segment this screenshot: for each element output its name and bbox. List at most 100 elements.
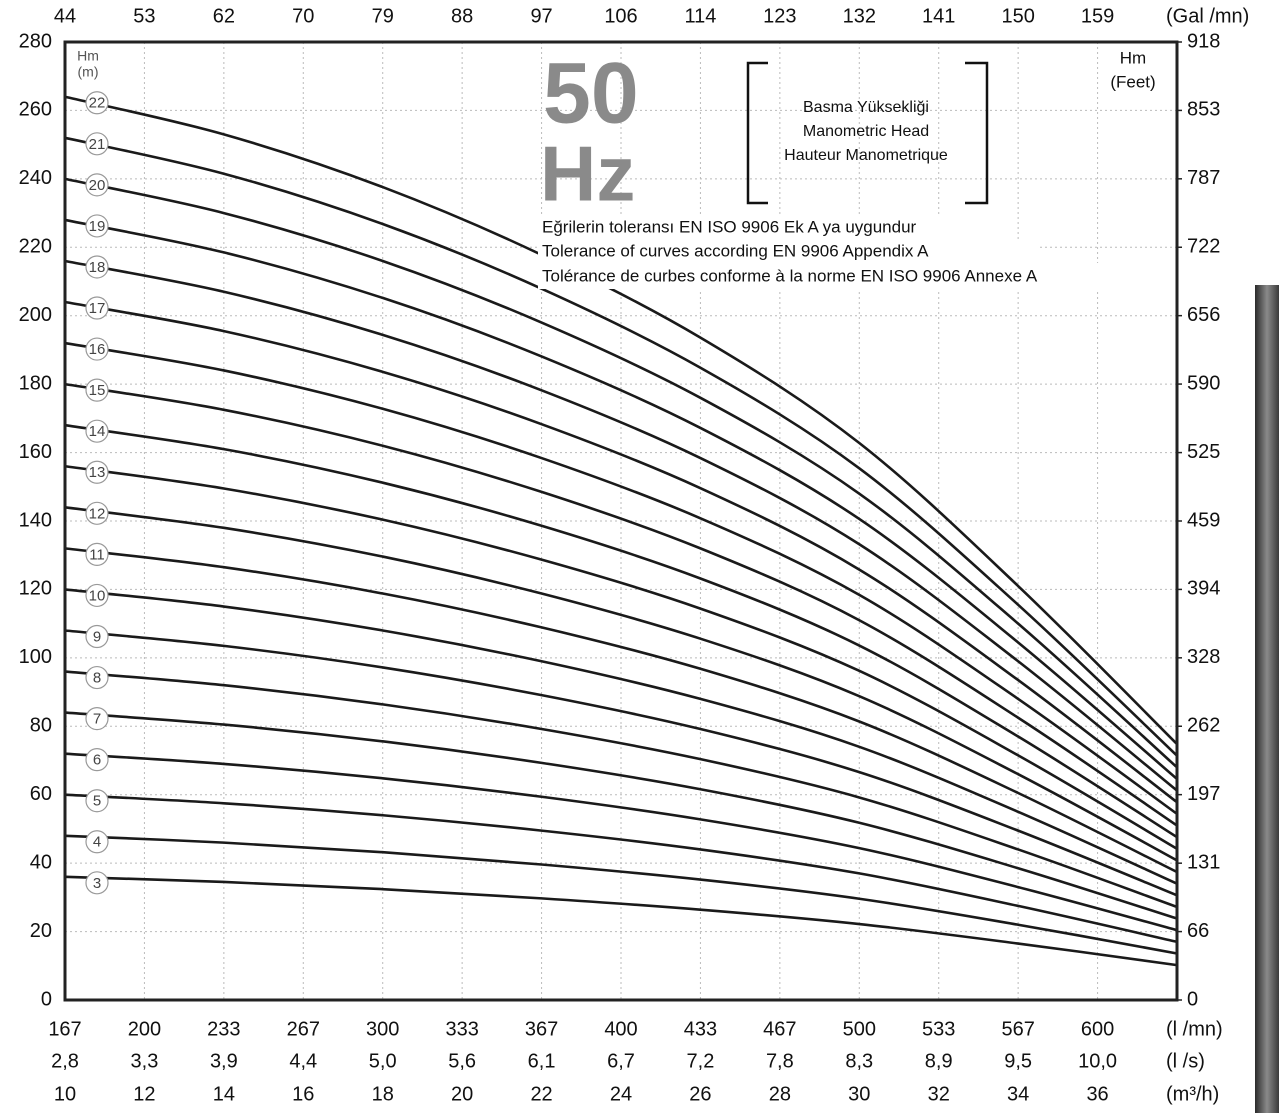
pump-curve [64,834,1178,955]
y2-tick-label: 525 [1187,441,1220,463]
stage-label: 7 [93,711,101,728]
x-top-label: 141 [922,5,955,27]
x-row-label: 5,6 [448,1050,476,1072]
x-top-label: 88 [451,5,473,27]
stage-badge [85,789,109,813]
y2-tick-label: 590 [1187,372,1220,394]
frequency-value: 50 [543,46,639,142]
text-backdrop [538,263,1170,289]
y-tick-label: 120 [19,578,52,600]
stage-label: 10 [89,587,106,604]
x-tick-label: 22 [530,1083,552,1105]
x-row-label: 433 [684,1018,717,1040]
x-unit: (m³/h) [1166,1083,1219,1105]
y2-tick-label: 787 [1187,167,1220,189]
tolerance-note: Tolerance of curves according EN 9906 Ap… [542,241,929,260]
x-row-label: 600 [1081,1018,1114,1040]
pump-curve [64,547,1178,874]
x-top-label: 62 [213,5,235,27]
y2-tick-label: 131 [1187,851,1220,873]
stage-badge [85,378,109,402]
stage-label: 17 [89,300,106,317]
frequency-unit: Hz [540,130,635,218]
x-row-label: 567 [1001,1018,1034,1040]
x-top-label: 53 [133,5,155,27]
stage-badge [85,419,109,443]
y-tick-label: 200 [19,304,52,326]
pump-curve [64,259,1178,792]
stage-badge [85,91,109,115]
x-row-label: 400 [604,1018,637,1040]
x-row-label: 533 [922,1018,955,1040]
x-row-label: 8,9 [925,1050,953,1072]
stage-badge [85,542,109,566]
x-tick-label: 34 [1007,1083,1029,1105]
stage-badge [85,255,109,279]
x-tick-label: 20 [451,1083,473,1105]
pump-curve [64,506,1178,862]
x-row-label: 9,5 [1004,1050,1032,1072]
pump-curve [64,670,1178,909]
x-top-label: 150 [1001,5,1034,27]
x-row-unit: (l /mn) [1166,1018,1223,1040]
head-label: Basma Yüksekliği [803,99,929,116]
x-row-label: 3,9 [210,1050,238,1072]
y-tick-label: 260 [19,99,52,121]
x-top-label: 79 [372,5,394,27]
stage-badge [85,665,109,690]
x-row-label: 200 [128,1018,161,1040]
pump-curve [64,629,1178,897]
y-tick-label: 240 [19,167,52,189]
stage-badge [85,583,109,608]
y-axis-label: Hm [77,48,99,64]
curves [64,95,1178,967]
y-tick-label: 0 [41,988,52,1010]
y-tick-label: 80 [30,715,52,737]
stage-label: 6 [93,752,101,769]
stage-label: 8 [93,670,101,687]
x-top-label: 114 [684,5,716,27]
x-row-label: 6,7 [607,1050,635,1072]
y-tick-label: 220 [19,236,52,258]
x-tick-label: 18 [372,1083,394,1105]
x-row-label: 167 [48,1018,81,1040]
y-tick-label: 160 [19,441,52,463]
x-top-label: 159 [1081,5,1114,27]
x-row-unit: (l /s) [1166,1050,1205,1072]
text-backdrop [538,239,1038,263]
x-top-label: 123 [763,5,796,27]
stage-label: 20 [89,177,106,194]
stage-label: 14 [89,423,106,440]
y-tick-label: 280 [19,30,52,52]
x-tick-label: 16 [292,1083,314,1105]
stage-label: 15 [89,382,106,399]
stage-badge [85,296,109,320]
x-row-label: 333 [445,1018,478,1040]
x-tick-label: 36 [1086,1083,1108,1105]
stage-label: 21 [89,136,106,153]
y2-axis-label: Hm [1120,48,1146,67]
stage-badge [85,830,109,854]
y-tick-label: 20 [30,920,52,942]
stage-label: 16 [89,341,106,358]
x-top-label: 44 [54,5,76,27]
x-tick-label: 12 [133,1083,155,1105]
x-row-label: 367 [525,1018,558,1040]
x-tick-label: 10 [54,1083,76,1105]
x-tick-label: 24 [610,1083,632,1105]
pump-curve [64,464,1178,850]
text-backdrop [538,215,1008,239]
stage-badge [85,871,109,895]
x-row-label: 2,8 [51,1050,79,1072]
x-row-label: 7,2 [687,1050,715,1072]
y-axis-label: (m) [78,64,99,80]
bracket [746,61,989,205]
stage-label: 13 [89,464,106,481]
y-tick-label: 100 [19,646,52,668]
stage-label: 9 [93,628,101,645]
y2-tick-label: 262 [1187,715,1220,737]
grid [64,41,1177,1001]
head-label: Hauteur Manometrique [784,147,948,164]
